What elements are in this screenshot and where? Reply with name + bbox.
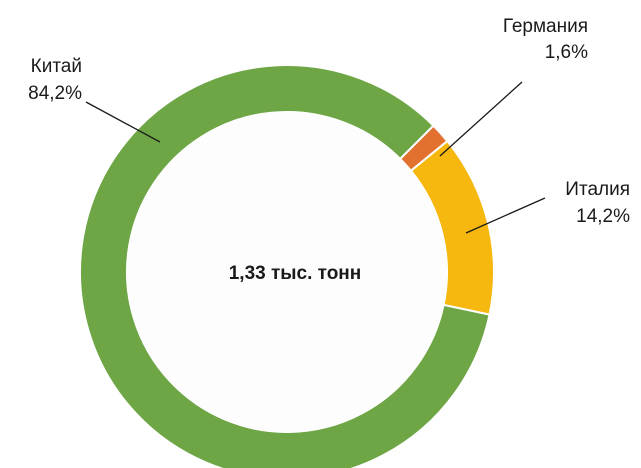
- donut-hole: [127, 112, 447, 432]
- slice-label: Китай: [31, 56, 82, 77]
- leader-line: [85, 101, 161, 143]
- slice-value-label: 1,6%: [545, 42, 588, 63]
- leader-line: [465, 197, 546, 234]
- slice-value-label: 84,2%: [28, 83, 82, 104]
- center-label: 1,33 тыс. тонн: [229, 263, 362, 284]
- slice-label: Германия: [503, 16, 588, 37]
- leader-line: [439, 81, 523, 157]
- slice-label: Италия: [565, 179, 630, 200]
- slice-value-label: 14,2%: [576, 206, 630, 227]
